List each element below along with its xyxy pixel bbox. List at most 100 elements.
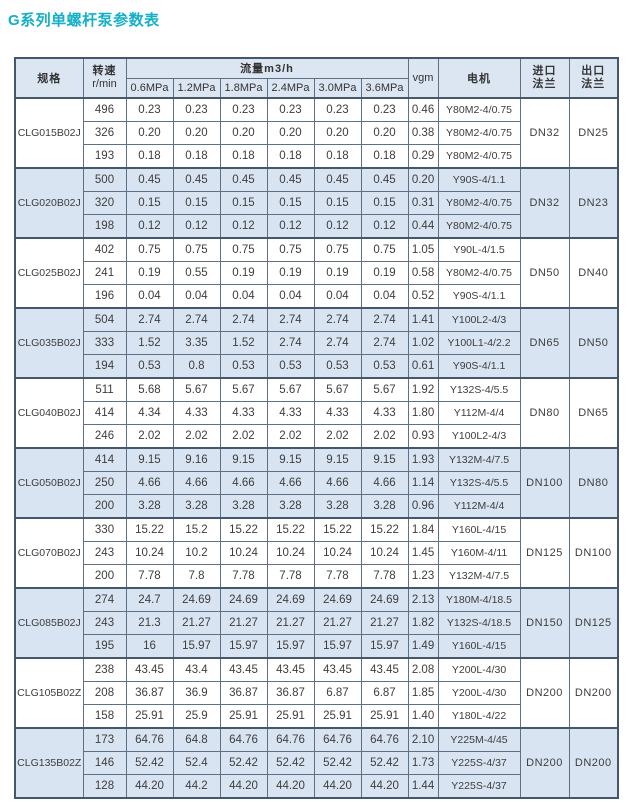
table-row: 243 21.3 21.27 21.27 21.27 21.27 21.27 1.82 Y132… — [15, 611, 618, 635]
table-row: CLG135B02Z 173 64.76 64.8 64.76 64.76 64.76 64.… — [14, 727, 619, 799]
flow-cell: 2.74 — [360, 307, 409, 332]
flow-cell: 0.53 — [125, 354, 174, 379]
flow-cell: 10.24 — [313, 541, 362, 565]
flow-cell: 36.87 — [125, 681, 174, 705]
speed-cell: 200 — [82, 494, 127, 519]
col-header-pressure: 1.8MPa — [219, 77, 268, 99]
vgm-cell: 1.92 — [407, 377, 439, 402]
motor-cell: Y200L-4/30 — [437, 681, 521, 705]
flow-cell: 24.69 — [266, 587, 315, 612]
flow-cell: 0.75 — [313, 237, 362, 262]
flow-cell: 0.18 — [360, 144, 409, 169]
flow-cell: 0.75 — [360, 237, 409, 262]
motor-cell: Y90L-4/1.5 — [437, 237, 521, 262]
flow-cell: 2.74 — [266, 331, 315, 355]
flow-cell: 52.4 — [172, 751, 221, 775]
flow-cell: 4.33 — [172, 401, 221, 425]
motor-cell: Y100L1-4/2.2 — [437, 331, 521, 355]
speed-cell: 330 — [82, 517, 127, 542]
flow-cell: 9.15 — [313, 447, 362, 472]
outlet-flange-cell: DN25 — [568, 97, 619, 169]
flow-cell: 2.74 — [219, 307, 268, 332]
flow-cell: 0.53 — [266, 354, 315, 379]
flow-cell: 9.15 — [360, 447, 409, 472]
table-row: 320 0.15 0.15 0.15 0.15 0.15 0.15 0.31 Y80M2-4/0… — [15, 191, 618, 215]
vgm-cell: 0.44 — [407, 214, 439, 239]
outlet-flange-cell: DN40 — [568, 237, 619, 309]
vgm-cell: 0.58 — [407, 261, 439, 285]
flow-cell: 64.76 — [360, 727, 409, 752]
vgm-cell: 0.20 — [407, 167, 439, 192]
flow-cell: 43.45 — [219, 657, 268, 682]
flow-cell: 43.4 — [172, 657, 221, 682]
flow-cell: 7.78 — [360, 564, 409, 589]
flow-cell: 4.33 — [360, 401, 409, 425]
col-header-inlet-flange: 进口 法兰 — [519, 57, 570, 99]
flow-cell: 0.12 — [266, 214, 315, 239]
flow-cell: 5.68 — [125, 377, 174, 402]
flow-cell: 3.28 — [219, 494, 268, 519]
col-header-pressure: 3.0MPa — [313, 77, 362, 99]
outlet-flange-cell: DN200 — [568, 727, 619, 799]
flow-cell: 0.20 — [313, 121, 362, 145]
flow-cell: 0.20 — [266, 121, 315, 145]
motor-cell: Y132S-4/18.5 — [437, 611, 521, 635]
flow-cell: 5.67 — [266, 377, 315, 402]
flow-cell: 0.45 — [313, 167, 362, 192]
vgm-cell: 0.61 — [407, 354, 439, 379]
flow-cell: 36.87 — [266, 681, 315, 705]
flow-cell: 4.66 — [219, 471, 268, 495]
flow-cell: 0.04 — [313, 284, 362, 309]
vgm-cell: 0.46 — [407, 97, 439, 122]
table-row: 200 7.78 7.8 7.78 7.78 7.78 7.78 1.23 Y132M-4/7.… — [15, 564, 618, 589]
flow-cell: 21.27 — [360, 611, 409, 635]
table-row: 200 3.28 3.28 3.28 3.28 3.28 3.28 0.96 Y112M-4/4 — [15, 494, 618, 519]
flow-cell: 0.15 — [313, 191, 362, 215]
table-row: 146 52.42 52.4 52.42 52.42 52.42 52.42 1.73 Y225… — [15, 751, 618, 775]
flow-cell: 4.34 — [125, 401, 174, 425]
vgm-cell: 1.05 — [407, 237, 439, 262]
outlet-label-line2: 法兰 — [581, 78, 606, 90]
vgm-cell: 0.29 — [407, 144, 439, 169]
table-row: CLG040B02J 511 5.68 5.67 5.67 5.67 5.67 5.67 1.9… — [14, 377, 619, 449]
flow-cell: 15.97 — [219, 634, 268, 659]
motor-cell: Y225S-4/37 — [437, 774, 521, 799]
outlet-flange-cell: DN23 — [568, 167, 619, 239]
flow-cell: 2.02 — [219, 424, 268, 449]
flow-cell: 0.45 — [360, 167, 409, 192]
table-row: CLG015B02J 496 0.23 0.23 0.23 0.23 0.23 0.23 0.4… — [14, 97, 619, 169]
flow-cell: 44.20 — [266, 774, 315, 799]
flow-cell: 10.2 — [172, 541, 221, 565]
col-header-speed: 转速 r/min — [82, 57, 127, 99]
flow-cell: 21.27 — [172, 611, 221, 635]
vgm-cell: 1.93 — [407, 447, 439, 472]
flow-cell: 2.74 — [125, 307, 174, 332]
vgm-cell: 1.45 — [407, 541, 439, 565]
spec-cell: CLG105B02Z — [14, 657, 84, 729]
flow-cell: 21.27 — [266, 611, 315, 635]
table-row: 194 0.53 0.8 0.53 0.53 0.53 0.53 0.61 Y90S-4/1.1 — [15, 354, 618, 379]
col-header-vgm: vgm — [407, 57, 439, 99]
flow-cell: 24.69 — [172, 587, 221, 612]
flow-cell: 0.23 — [172, 97, 221, 122]
flow-cell: 3.28 — [360, 494, 409, 519]
flow-cell: 0.20 — [172, 121, 221, 145]
vgm-cell: 0.38 — [407, 121, 439, 145]
flow-cell: 5.67 — [172, 377, 221, 402]
flow-cell: 52.42 — [219, 751, 268, 775]
vgm-cell: 1.73 — [407, 751, 439, 775]
table-body: CLG015B02J 496 0.23 0.23 0.23 0.23 0.23 0.23 0.4… — [14, 97, 619, 799]
flow-cell: 52.42 — [360, 751, 409, 775]
flow-cell: 0.75 — [125, 237, 174, 262]
flow-cell: 9.15 — [219, 447, 268, 472]
flow-cell: 0.15 — [360, 191, 409, 215]
flow-cell: 3.28 — [172, 494, 221, 519]
flow-cell: 0.15 — [125, 191, 174, 215]
speed-cell: 241 — [82, 261, 127, 285]
flow-cell: 25.91 — [360, 704, 409, 729]
flow-cell: 21.27 — [313, 611, 362, 635]
flow-cell: 0.75 — [266, 237, 315, 262]
flow-cell: 0.45 — [219, 167, 268, 192]
flow-cell: 25.91 — [125, 704, 174, 729]
motor-cell: Y90S-4/1.1 — [437, 167, 521, 192]
